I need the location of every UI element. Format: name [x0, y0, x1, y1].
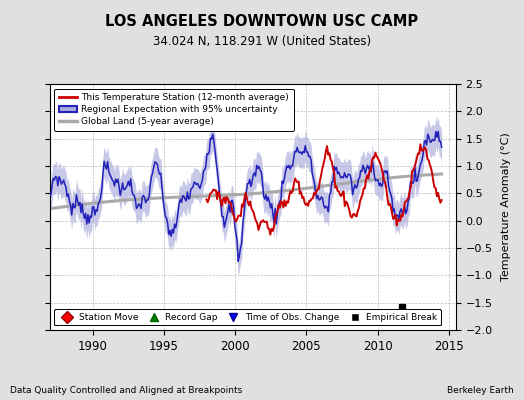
Text: 34.024 N, 118.291 W (United States): 34.024 N, 118.291 W (United States) [153, 36, 371, 48]
Text: Berkeley Earth: Berkeley Earth [447, 386, 514, 395]
Text: Data Quality Controlled and Aligned at Breakpoints: Data Quality Controlled and Aligned at B… [10, 386, 243, 395]
Y-axis label: Temperature Anomaly (°C): Temperature Anomaly (°C) [501, 133, 511, 281]
Text: LOS ANGELES DOWNTOWN USC CAMP: LOS ANGELES DOWNTOWN USC CAMP [105, 14, 419, 30]
Legend: Station Move, Record Gap, Time of Obs. Change, Empirical Break: Station Move, Record Gap, Time of Obs. C… [54, 309, 441, 326]
